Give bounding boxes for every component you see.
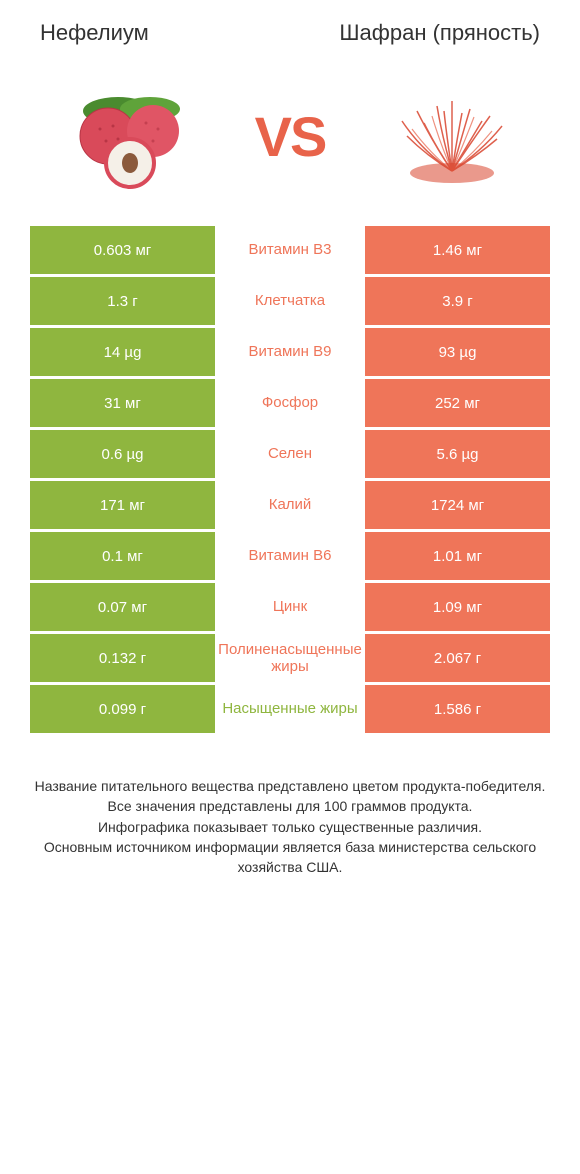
- nutrient-label: Клетчатка: [215, 277, 365, 325]
- table-row: 171 мгКалий1724 мг: [30, 481, 550, 529]
- right-value: 1.586 г: [365, 685, 550, 733]
- footer-line: Название питательного вещества представл…: [30, 776, 550, 796]
- table-row: 0.6 µgСелен5.6 µg: [30, 430, 550, 478]
- comparison-table: 0.603 мгВитамин B31.46 мг1.3 гКлетчатка3…: [0, 226, 580, 733]
- nutrient-label: Витамин B9: [215, 328, 365, 376]
- table-row: 1.3 гКлетчатка3.9 г: [30, 277, 550, 325]
- table-row: 0.07 мгЦинк1.09 мг: [30, 583, 550, 631]
- nutrient-label: Калий: [215, 481, 365, 529]
- left-product-title: Нефелиум: [40, 20, 290, 46]
- left-value: 0.6 µg: [30, 430, 215, 478]
- table-row: 0.1 мгВитамин B61.01 мг: [30, 532, 550, 580]
- table-row: 31 мгФосфор252 мг: [30, 379, 550, 427]
- footer-line: Все значения представлены для 100 граммо…: [30, 796, 550, 816]
- left-value: 0.099 г: [30, 685, 215, 733]
- right-value: 1.01 мг: [365, 532, 550, 580]
- table-row: 0.132 гПолиненасыщенные жиры2.067 г: [30, 634, 550, 682]
- right-value: 1.09 мг: [365, 583, 550, 631]
- nutrient-label: Витамин B3: [215, 226, 365, 274]
- vs-row: VS: [0, 56, 580, 226]
- footer-line: Инфографика показывает только существенн…: [30, 817, 550, 837]
- nutrient-label: Фосфор: [215, 379, 365, 427]
- right-value: 252 мг: [365, 379, 550, 427]
- right-value: 93 µg: [365, 328, 550, 376]
- right-value: 2.067 г: [365, 634, 550, 682]
- right-value: 3.9 г: [365, 277, 550, 325]
- nutrient-label: Витамин B6: [215, 532, 365, 580]
- vs-label: VS: [255, 104, 326, 169]
- left-value: 0.132 г: [30, 634, 215, 682]
- left-product-image: [58, 76, 198, 196]
- left-value: 0.07 мг: [30, 583, 215, 631]
- right-value: 1724 мг: [365, 481, 550, 529]
- right-product-title: Шафран (пряность): [290, 20, 540, 46]
- left-value: 0.603 мг: [30, 226, 215, 274]
- left-value: 1.3 г: [30, 277, 215, 325]
- nutrient-label: Полиненасыщенные жиры: [215, 634, 365, 682]
- table-row: 14 µgВитамин B993 µg: [30, 328, 550, 376]
- left-value: 171 мг: [30, 481, 215, 529]
- right-product-image: [382, 76, 522, 196]
- right-value: 5.6 µg: [365, 430, 550, 478]
- table-row: 0.099 гНасыщенные жиры1.586 г: [30, 685, 550, 733]
- left-value: 31 мг: [30, 379, 215, 427]
- header: Нефелиум Шафран (пряность): [0, 0, 580, 56]
- nutrient-label: Цинк: [215, 583, 365, 631]
- nutrient-label: Селен: [215, 430, 365, 478]
- right-value: 1.46 мг: [365, 226, 550, 274]
- left-value: 0.1 мг: [30, 532, 215, 580]
- footer-notes: Название питательного вещества представл…: [0, 736, 580, 897]
- left-value: 14 µg: [30, 328, 215, 376]
- footer-line: Основным источником информации является …: [30, 837, 550, 878]
- nutrient-label: Насыщенные жиры: [215, 685, 365, 733]
- table-row: 0.603 мгВитамин B31.46 мг: [30, 226, 550, 274]
